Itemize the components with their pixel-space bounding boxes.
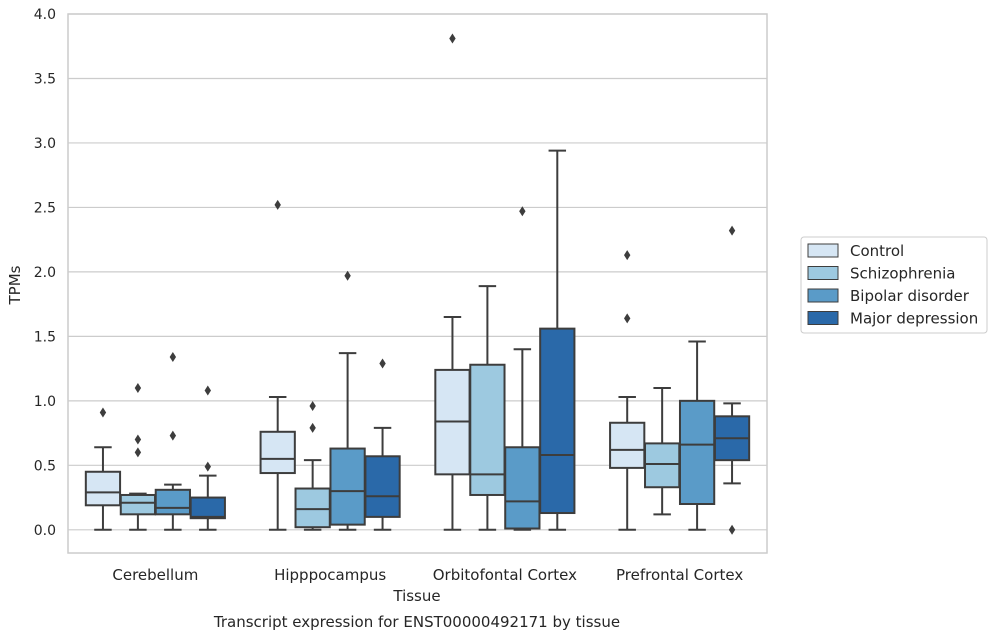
y-tick-label: 1.5	[34, 329, 56, 345]
box	[539, 149, 576, 531]
outlier-point	[169, 430, 177, 441]
box	[504, 206, 541, 531]
legend-label: Bipolar disorder	[850, 287, 970, 305]
x-tick-label: Hipppocampus	[274, 566, 386, 584]
box-iqr	[504, 446, 541, 530]
y-tick-label: 0.5	[34, 458, 56, 474]
outlier-point	[519, 206, 526, 217]
box-iqr	[364, 455, 401, 518]
box	[469, 285, 506, 531]
x-tick-label: Prefrontal Cortex	[616, 566, 743, 584]
legend-swatch	[807, 311, 839, 325]
box-iqr	[294, 487, 331, 529]
box-iqr	[329, 447, 366, 526]
box	[294, 401, 331, 531]
legend-item: Control	[807, 242, 904, 260]
y-tick-label: 4.0	[34, 7, 56, 23]
outlier-point	[309, 401, 316, 411]
outlier-point	[624, 313, 631, 324]
box	[259, 199, 296, 531]
box-iqr	[609, 421, 646, 469]
y-tick-label: 3.0	[34, 136, 56, 152]
legend-frame	[800, 236, 988, 334]
x-tick-labels: Cerebellum Hipppocampus Orbitofontal Corte…	[112, 566, 743, 584]
box	[609, 250, 646, 531]
box	[644, 386, 681, 516]
legend-item: Bipolar disorder	[807, 287, 970, 305]
legend-label: Control	[850, 242, 904, 260]
outlier-point	[624, 250, 631, 261]
outlier-point	[309, 422, 316, 433]
box	[84, 407, 122, 531]
legend-swatch	[807, 288, 839, 303]
y-tick-label: 2.5	[34, 200, 56, 216]
outlier-point	[134, 434, 142, 445]
outlier-point	[134, 382, 142, 393]
box	[364, 358, 401, 531]
outlier-point	[449, 33, 456, 44]
series-schizophrenia	[119, 285, 681, 531]
outlier-point	[134, 447, 142, 458]
y-axis-label: TPMs	[6, 265, 24, 305]
y-tick-label: 1.0	[34, 394, 56, 410]
box-iqr	[154, 488, 191, 516]
box-iqr	[189, 496, 226, 520]
box-iqr	[644, 442, 681, 489]
legend-item: Major depression	[807, 310, 978, 328]
box	[434, 33, 471, 531]
box-series	[84, 33, 751, 535]
x-axis-label: Tissue	[392, 587, 440, 605]
legend-item: Schizophrenia	[807, 265, 955, 283]
outlier-point	[379, 358, 386, 369]
legend-swatch	[807, 266, 839, 280]
legend-label: Schizophrenia	[850, 265, 955, 283]
box-iqr	[469, 363, 506, 496]
outlier-point	[99, 407, 107, 418]
box	[678, 340, 716, 531]
y-tick-label: 3.5	[34, 71, 56, 87]
plot-frame	[67, 13, 768, 554]
box-iqr	[539, 327, 576, 515]
box	[154, 352, 191, 531]
legend-swatch	[807, 243, 839, 258]
box-iqr	[259, 430, 296, 475]
outlier-point	[728, 524, 736, 535]
legend-label: Major depression	[850, 310, 978, 328]
chart-caption: Transcript expression for ENST0000049217…	[213, 613, 620, 631]
y-tick-labels: 0.0 0.5 1.0 1.5 2.0 2.5 3.0 3.5 4.0	[34, 7, 56, 539]
box-iqr	[119, 493, 157, 516]
box-iqr	[678, 399, 716, 505]
outlier-point	[204, 385, 211, 396]
series-major-depression	[189, 149, 751, 535]
series-bipolar-disorder	[154, 206, 716, 531]
y-tick-label: 0.0	[34, 523, 56, 539]
y-tick-label: 2.0	[34, 265, 56, 281]
box	[189, 385, 226, 531]
outlier-point	[274, 199, 281, 210]
outlier-point	[204, 461, 211, 472]
x-tick-label: Orbitofontal Cortex	[433, 566, 577, 584]
box	[713, 225, 751, 535]
box	[119, 382, 157, 531]
x-tick-label: Cerebellum	[112, 566, 198, 584]
outlier-point	[728, 225, 736, 236]
outlier-point	[344, 270, 351, 281]
legend: Control Schizophrenia Bipolar disorder Majo…	[800, 236, 988, 334]
outlier-point	[169, 352, 177, 362]
box-iqr	[84, 470, 122, 507]
